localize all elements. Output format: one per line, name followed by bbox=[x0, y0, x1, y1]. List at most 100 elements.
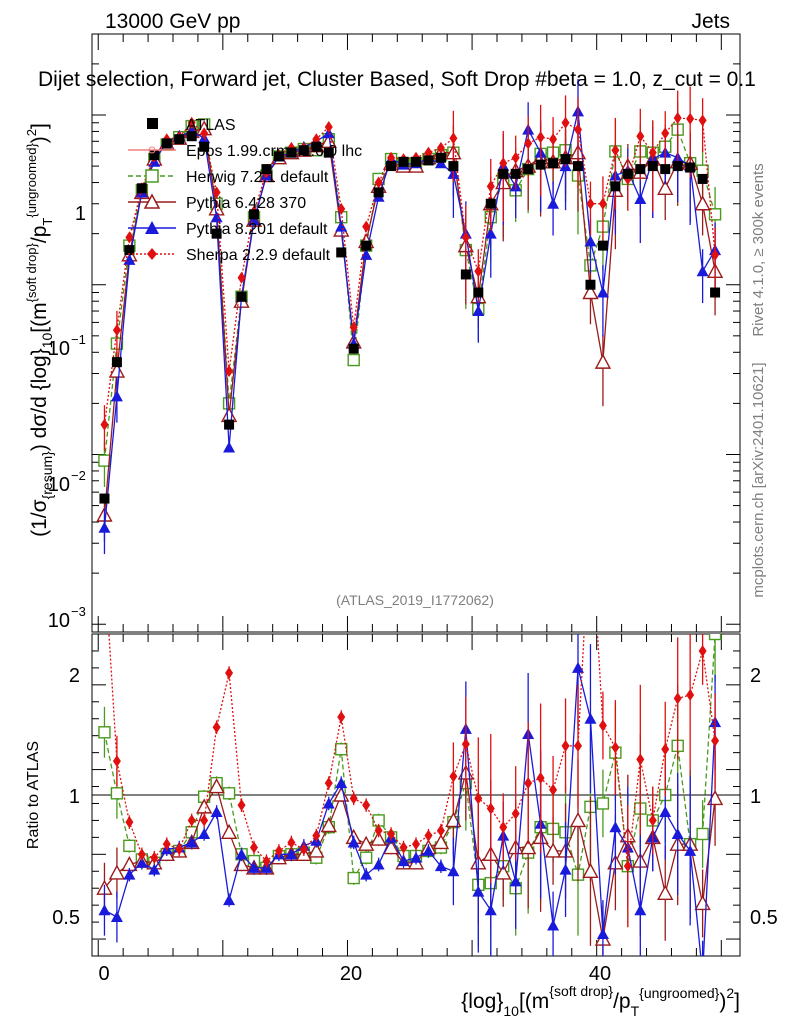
sherpa-point-42 bbox=[623, 860, 632, 873]
sherpa-point-33 bbox=[511, 807, 520, 820]
pythia8-point-48 bbox=[696, 265, 709, 277]
pythia6-point-40 bbox=[594, 353, 612, 369]
atlas-point-10 bbox=[224, 419, 235, 430]
ratio-ytick-label-2: 2 bbox=[69, 665, 80, 687]
atlas-point-11 bbox=[236, 291, 247, 302]
sherpa-point-23 bbox=[387, 827, 396, 840]
sherpa-point-35 bbox=[536, 772, 545, 785]
sherpa-point-15 bbox=[287, 836, 296, 849]
atlas-point-12 bbox=[249, 209, 259, 220]
legend-entry-epos: Epos 1.99.crmc.1.6.0 lhc bbox=[128, 143, 362, 160]
svg-text:−1: −1 bbox=[71, 332, 86, 347]
legend-label-pythia8: Pythia 8.201 default bbox=[186, 221, 328, 238]
svg-text:−3: −3 bbox=[71, 604, 86, 619]
pythia8-point-12 bbox=[248, 214, 260, 226]
sherpa-point-31 bbox=[486, 802, 495, 815]
sherpa-point-18 bbox=[324, 120, 333, 133]
sherpa-point-37 bbox=[561, 116, 570, 129]
atlas-point-20 bbox=[348, 343, 359, 354]
legend-marker-pythia6 bbox=[143, 193, 161, 209]
ratio-ytick-label-0.5: 0.5 bbox=[52, 907, 80, 929]
sherpa-point-0 bbox=[100, 557, 108, 569]
sherpa-point-20 bbox=[349, 321, 358, 334]
pythia8-point-39 bbox=[584, 712, 597, 724]
sherpa-point-16 bbox=[299, 843, 308, 856]
sherpa-point-27 bbox=[436, 824, 445, 837]
sherpa-point-34 bbox=[524, 777, 533, 790]
pythia8-point-20 bbox=[347, 836, 360, 848]
legend-entry-atlas: ATLAS bbox=[147, 117, 236, 134]
atlas-point-38 bbox=[573, 161, 583, 172]
legend-marker-sherpa bbox=[147, 248, 157, 260]
pythia8-point-10 bbox=[223, 441, 236, 453]
legend-label-sherpa: Sherpa 2.2.9 default bbox=[186, 247, 331, 264]
pythia8-point-40 bbox=[596, 286, 609, 298]
pythia8-point-31 bbox=[484, 904, 497, 916]
pythia8-point-25 bbox=[410, 851, 422, 863]
pythia8-point-4 bbox=[148, 863, 161, 875]
sherpa-point-6 bbox=[175, 843, 184, 856]
herwig-point-21 bbox=[359, 851, 373, 864]
sherpa-point-18 bbox=[324, 777, 333, 790]
atlas-point-37 bbox=[560, 154, 571, 165]
atlas-point-48 bbox=[697, 173, 708, 184]
sherpa-point-45 bbox=[661, 127, 670, 140]
x-axis-ticks bbox=[97, 34, 722, 956]
sherpa-point-13 bbox=[262, 855, 271, 868]
pythia8-point-10 bbox=[223, 894, 236, 906]
pythia8-point-15 bbox=[285, 848, 298, 860]
atlas-point-1 bbox=[111, 357, 122, 368]
sherpa-point-24 bbox=[399, 841, 408, 854]
pythia8-point-43 bbox=[634, 192, 647, 204]
x-axis-label: {log}10[(m{soft drop}/pT{ungroomed})2] bbox=[461, 983, 740, 1019]
sherpa-point-2 bbox=[125, 231, 134, 244]
analysis-watermark: (ATLAS_2019_I1772062) bbox=[336, 592, 494, 608]
sherpa-point-2 bbox=[125, 816, 134, 829]
sherpa-point-47 bbox=[686, 112, 695, 125]
sherpa-point-23 bbox=[387, 151, 396, 164]
sherpa-point-41 bbox=[611, 144, 620, 157]
pythia6-point-32 bbox=[495, 864, 512, 880]
sherpa-point-8 bbox=[200, 814, 209, 827]
mcplots-label: mcplots.cern.ch [arXiv:2401.10621] bbox=[750, 362, 767, 597]
legend-entry-pythia8: Pythia 8.201 default bbox=[128, 221, 328, 238]
sherpa-point-22 bbox=[374, 176, 383, 189]
pythia6-point-18 bbox=[320, 132, 337, 148]
ratio-ytick-label-right-0.5: 0.5 bbox=[750, 907, 778, 929]
series-atlas bbox=[99, 131, 721, 504]
pythia6-point-10 bbox=[220, 406, 238, 423]
svg-text:−2: −2 bbox=[71, 468, 86, 483]
atlas-point-17 bbox=[311, 141, 322, 152]
pythia6-point-22 bbox=[370, 830, 387, 846]
ratio-series-layer bbox=[96, 557, 724, 956]
legend-label-atlas: ATLAS bbox=[186, 117, 236, 134]
atlas-point-42 bbox=[622, 168, 633, 179]
sherpa-point-1 bbox=[112, 755, 121, 768]
sherpa-point-36 bbox=[549, 133, 558, 146]
herwig-point-20 bbox=[347, 353, 360, 367]
sherpa-point-43 bbox=[636, 130, 645, 143]
main-y-axis-ticks bbox=[92, 33, 740, 625]
atlas-point-36 bbox=[548, 158, 559, 169]
pythia8-point-9 bbox=[210, 211, 223, 223]
sherpa-point-44 bbox=[648, 146, 657, 159]
pythia8-point-19 bbox=[335, 777, 348, 789]
herwig-point-2 bbox=[123, 839, 136, 853]
sherpa-point-9 bbox=[212, 186, 221, 199]
main-ytick-label-0.1: 10 −1 bbox=[48, 332, 86, 360]
sherpa-point-49 bbox=[711, 248, 720, 261]
main-series-layer bbox=[96, 79, 724, 555]
pythia8-point-41 bbox=[609, 821, 622, 833]
herwig-line bbox=[103, 634, 716, 890]
herwig-point-0 bbox=[98, 726, 111, 739]
pythia8-point-8 bbox=[198, 827, 211, 839]
sherpa-point-46 bbox=[673, 692, 682, 705]
atlas-point-19 bbox=[336, 247, 347, 258]
herwig-point-10 bbox=[222, 787, 236, 800]
herwig-point-0 bbox=[98, 454, 111, 467]
sherpa-point-40 bbox=[598, 719, 607, 732]
pythia8-point-9 bbox=[210, 805, 223, 817]
sherpa-point-10 bbox=[225, 365, 234, 378]
pythia6-point-1 bbox=[108, 864, 126, 880]
